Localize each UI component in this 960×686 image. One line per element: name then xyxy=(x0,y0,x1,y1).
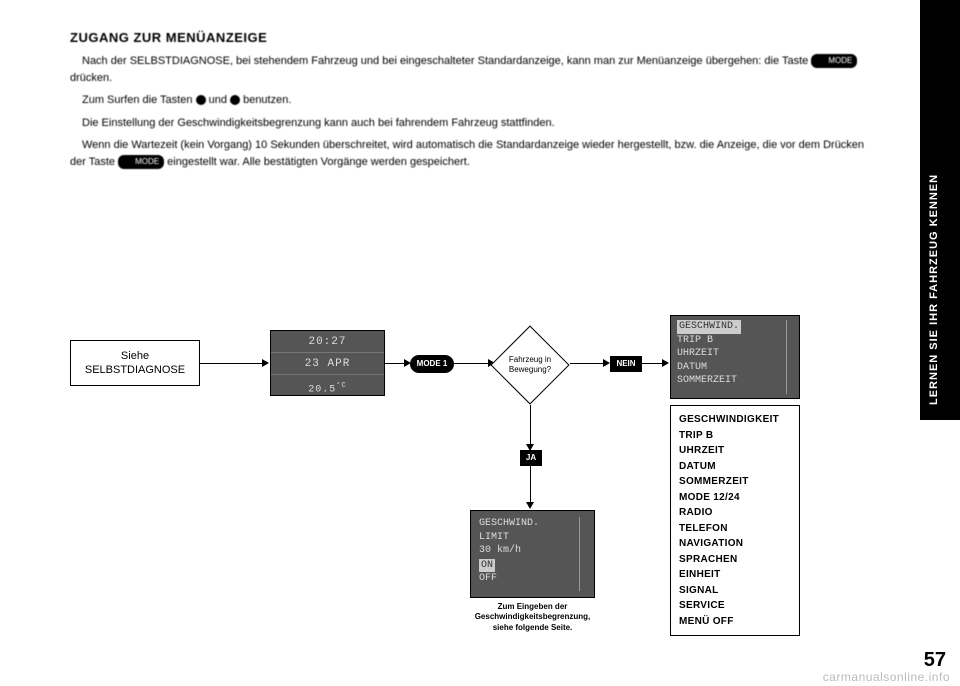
menu-list-item: SERVICE xyxy=(679,598,791,614)
mode-key-icon: MODE xyxy=(118,155,164,169)
menu-list-item: MENÜ OFF xyxy=(679,614,791,630)
paragraph-3: Die Einstellung der Geschwindigkeitsbegr… xyxy=(70,115,880,132)
decision-diamond: Fahrzeug in Bewegung? xyxy=(490,325,570,405)
text: benutzen. xyxy=(243,94,291,106)
text: SELBSTDIAGNOSE xyxy=(85,364,185,376)
flowchart: Siehe SELBSTDIAGNOSE 20:27 23 APR 20.5°C… xyxy=(70,270,870,670)
paragraph-4: Wenn die Wartezeit (kein Vorgang) 10 Sek… xyxy=(70,137,880,170)
text: siehe folgende Seite. xyxy=(493,623,573,632)
section-heading: ZUGANG ZUR MENÜANZEIGE xyxy=(70,30,880,45)
arrow-head-icon xyxy=(603,359,610,367)
speed-display: GESCHWIND. LIMIT 30 km/h ON OFF xyxy=(470,510,595,598)
menu-list-item: SIGNAL xyxy=(679,583,791,599)
self-diagnosis-box: Siehe SELBSTDIAGNOSE xyxy=(70,340,200,386)
arrow-head-icon xyxy=(526,502,534,509)
speed-line: 30 km/h xyxy=(475,544,590,558)
text: Nach der SELBSTDIAGNOSE, bei stehendem F… xyxy=(82,55,811,67)
arrow-line xyxy=(454,363,490,364)
temp-value: 20.5 xyxy=(308,384,336,395)
yes-label: JA xyxy=(520,450,542,466)
menu-list-item: TELEFON xyxy=(679,521,791,537)
mode-button: MODE 1 xyxy=(410,355,454,373)
clock-temp: 20.5°C xyxy=(271,375,384,397)
text: Fahrzeug in xyxy=(509,355,551,364)
arrow-head-icon xyxy=(262,359,269,367)
menu-list-item: EINHEIT xyxy=(679,567,791,583)
arrow-line xyxy=(570,363,606,364)
menu-list-item: TRIP B xyxy=(679,428,791,444)
menu-item: DATUM xyxy=(673,361,797,375)
clock-time: 20:27 xyxy=(271,331,384,353)
text: eingestellt war. Alle bestätigten Vorgän… xyxy=(167,156,470,168)
page-number: 57 xyxy=(924,649,946,672)
watermark: carmanualsonline.info xyxy=(823,670,950,684)
arrow-line xyxy=(530,405,531,447)
menu-display: GESCHWIND. TRIP B UHRZEIT DATUM SOMMERZE… xyxy=(670,315,800,399)
minus-button-icon xyxy=(230,95,240,105)
text: Zum Eingeben der xyxy=(498,602,568,611)
menu-list-item: NAVIGATION xyxy=(679,536,791,552)
mode-key-icon: MODE xyxy=(811,54,857,68)
arrow-head-icon xyxy=(662,359,669,367)
chapter-tab: LERNEN SIE IHR FAHRZEUG KENNEN xyxy=(920,0,960,420)
text: Bewegung? xyxy=(509,365,551,374)
speed-caption: Zum Eingeben der Geschwindigkeitsbegrenz… xyxy=(450,602,615,633)
menu-item: TRIP B xyxy=(673,334,797,348)
speed-line: LIMIT xyxy=(475,531,590,545)
speed-line: OFF xyxy=(475,572,590,586)
paragraph-1: Nach der SELBSTDIAGNOSE, bei stehendem F… xyxy=(70,53,880,86)
diamond-label: Fahrzeug in Bewegung? xyxy=(490,355,570,374)
text: Geschwindigkeitsbegrenzung, xyxy=(475,612,591,621)
text: und xyxy=(209,94,230,106)
page-content: ZUGANG ZUR MENÜANZEIGE Nach der SELBSTDI… xyxy=(0,0,920,686)
menu-list-item: DATUM xyxy=(679,459,791,475)
text: Siehe xyxy=(121,350,149,362)
speed-on-highlight: ON xyxy=(479,559,495,573)
scrollbar-icon xyxy=(786,320,787,394)
menu-item: UHRZEIT xyxy=(673,347,797,361)
no-label: NEIN xyxy=(610,356,642,372)
arrow-line xyxy=(642,363,664,364)
menu-list-item: RADIO xyxy=(679,505,791,521)
clock-date: 23 APR xyxy=(271,353,384,375)
text: drücken. xyxy=(70,72,112,84)
clock-display: 20:27 23 APR 20.5°C xyxy=(270,330,385,396)
menu-item: SOMMERZEIT xyxy=(673,374,797,388)
menu-list-item: UHRZEIT xyxy=(679,443,791,459)
chapter-tab-label: LERNEN SIE IHR FAHRZEUG KENNEN xyxy=(928,174,940,405)
temp-unit: °C xyxy=(336,382,346,390)
menu-list-item: GESCHWINDIGKEIT xyxy=(679,412,791,428)
menu-list-item: SPRACHEN xyxy=(679,552,791,568)
menu-list-item: SOMMERZEIT xyxy=(679,474,791,490)
paragraph-2: Zum Surfen die Tasten und benutzen. xyxy=(70,92,880,109)
speed-line: GESCHWIND. xyxy=(475,517,590,531)
full-menu-list: GESCHWINDIGKEITTRIP BUHRZEITDATUMSOMMERZ… xyxy=(670,405,800,636)
plus-button-icon xyxy=(196,95,206,105)
arrow-line xyxy=(530,466,531,504)
arrow-line xyxy=(200,363,264,364)
scrollbar-icon xyxy=(579,517,580,591)
menu-list-item: MODE 12/24 xyxy=(679,490,791,506)
menu-highlight: GESCHWIND. xyxy=(677,320,741,334)
text: Zum Surfen die Tasten xyxy=(82,94,196,106)
